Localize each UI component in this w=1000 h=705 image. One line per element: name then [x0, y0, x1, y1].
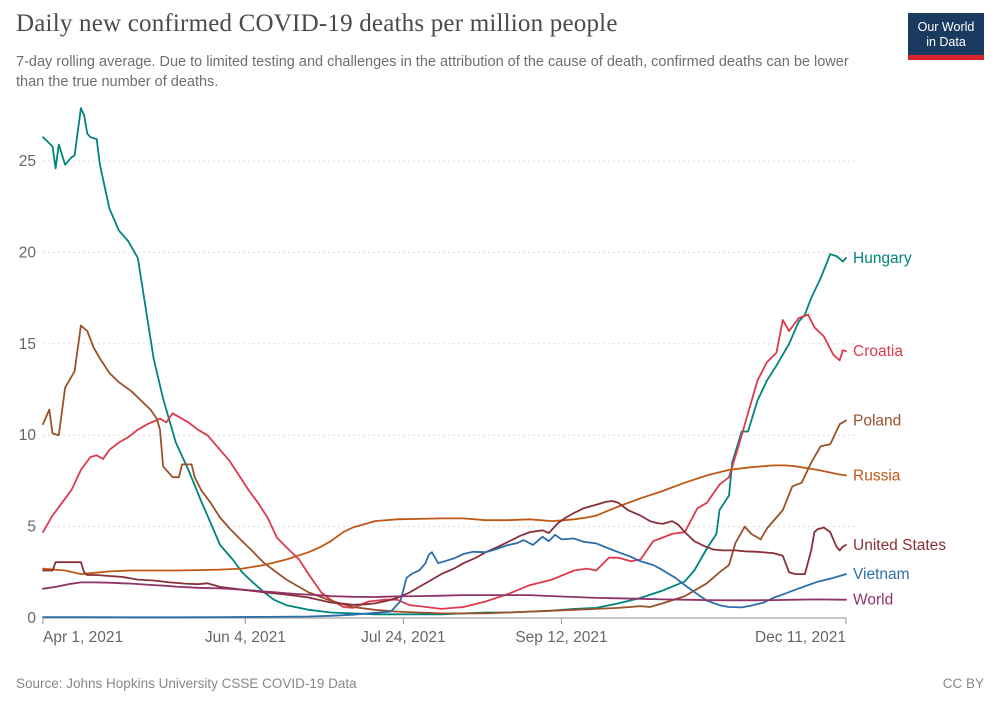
x-axis-label-1: Jun 4, 2021 — [205, 629, 286, 646]
line-united-states[interactable] — [42, 500, 847, 606]
series-label-united-states[interactable]: United States — [853, 537, 946, 554]
series-label-vietnam[interactable]: Vietnam — [853, 566, 910, 583]
line-vietnam[interactable] — [42, 533, 847, 619]
series-label-poland[interactable]: Poland — [853, 413, 901, 430]
line-poland[interactable] — [42, 324, 847, 615]
page-title: Daily new confirmed COVID-19 deaths per … — [16, 10, 618, 37]
y-axis-label-15: 15 — [19, 336, 36, 353]
line-hungary[interactable] — [42, 107, 847, 616]
license-text[interactable]: CC BY — [942, 676, 984, 691]
series-label-hungary[interactable]: Hungary — [853, 250, 912, 267]
owid-logo-line1: Our World — [917, 20, 975, 34]
y-axis-label-20: 20 — [19, 244, 37, 261]
line-world[interactable] — [42, 581, 847, 602]
x-axis-label-2: Jul 24, 2021 — [361, 629, 445, 646]
owid-logo[interactable]: Our World in Data — [908, 13, 984, 60]
y-axis-label-0: 0 — [27, 610, 36, 627]
line-croatia[interactable] — [42, 313, 847, 610]
x-axis-label-0: Apr 1, 2021 — [43, 629, 123, 646]
x-axis-label-3: Sep 12, 2021 — [515, 629, 607, 646]
source-text: Source: Johns Hopkins University CSSE CO… — [16, 676, 357, 691]
owid-logo-line2: in Data — [926, 35, 966, 49]
series-label-world[interactable]: World — [853, 592, 893, 609]
y-axis-label-5: 5 — [27, 519, 36, 536]
owid-logo-accent-bar — [908, 55, 984, 60]
y-axis-label-10: 10 — [19, 427, 37, 444]
series-label-russia[interactable]: Russia — [853, 467, 901, 484]
x-axis-label-4: Dec 11, 2021 — [755, 629, 846, 646]
chart-footer: Source: Johns Hopkins University CSSE CO… — [16, 676, 984, 691]
line-russia[interactable] — [42, 464, 847, 575]
chart-subtitle: 7-day rolling average. Due to limited te… — [16, 54, 849, 90]
y-axis-label-25: 25 — [19, 153, 36, 170]
series-label-croatia[interactable]: Croatia — [853, 343, 903, 360]
